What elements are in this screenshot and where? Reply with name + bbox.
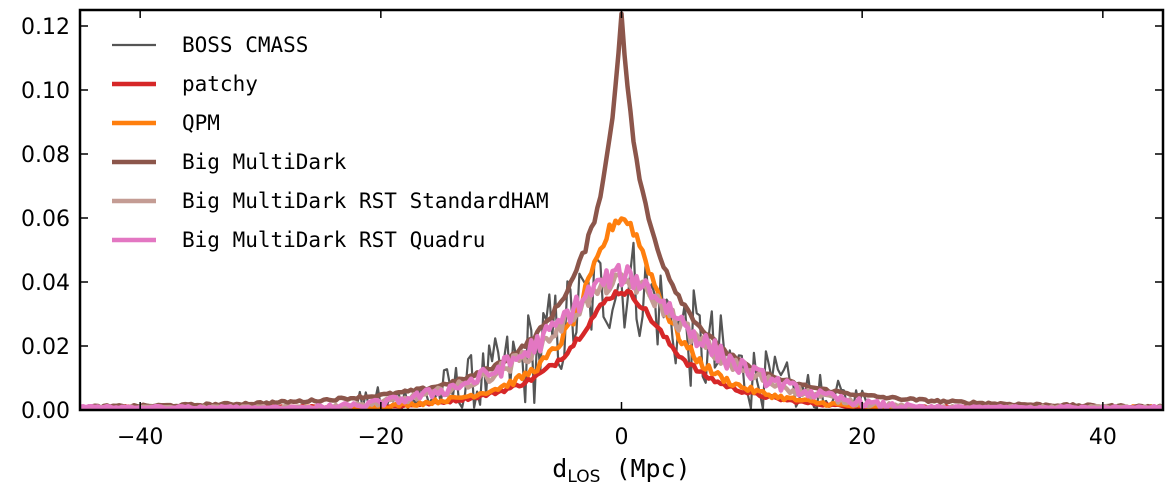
x-axis-title-main: d [552,454,567,483]
y-tick-label: 0.06 [21,207,70,232]
legend-label: Big MultiDark [182,150,347,174]
legend-label: QPM [182,111,220,135]
y-tick-label: 0.00 [21,399,70,424]
x-tick-label: 0 [615,425,629,450]
series-line-big-multidark-rst-quadru [80,262,1163,410]
legend-label: patchy [182,72,258,96]
series-line-patchy [80,288,1163,410]
x-tick-label: 20 [848,425,876,450]
y-tick-label: 0.10 [21,79,70,104]
y-tick-label: 0.04 [21,271,70,296]
y-tick-label: 0.12 [21,15,70,40]
y-tick-label: 0.08 [21,143,70,168]
x-tick-label: 40 [1089,425,1117,450]
x-tick-label: −20 [358,425,404,450]
legend-label: BOSS CMASS [182,33,308,57]
series-line-boss-cmass [80,241,1163,410]
y-tick-label: 0.02 [21,335,70,360]
legend: BOSS CMASS patchy QPM Big MultiDark Big Mult… [112,33,549,252]
legend-label: Big MultiDark RST StandardHAM [182,189,549,213]
legend-label: Big MultiDark RST Quadru [182,228,485,252]
x-axis-title-unit: (Mpc) [600,454,690,483]
axis-ticks: −40 −20 0 20 40 0.00 0.02 0.04 0.06 0.08 0.10 0.12 [21,10,1163,450]
x-tick-label: −40 [117,425,163,450]
x-axis-title: dLOS (Mpc) [552,454,690,487]
x-axis-title-subscript: LOS [567,467,600,487]
